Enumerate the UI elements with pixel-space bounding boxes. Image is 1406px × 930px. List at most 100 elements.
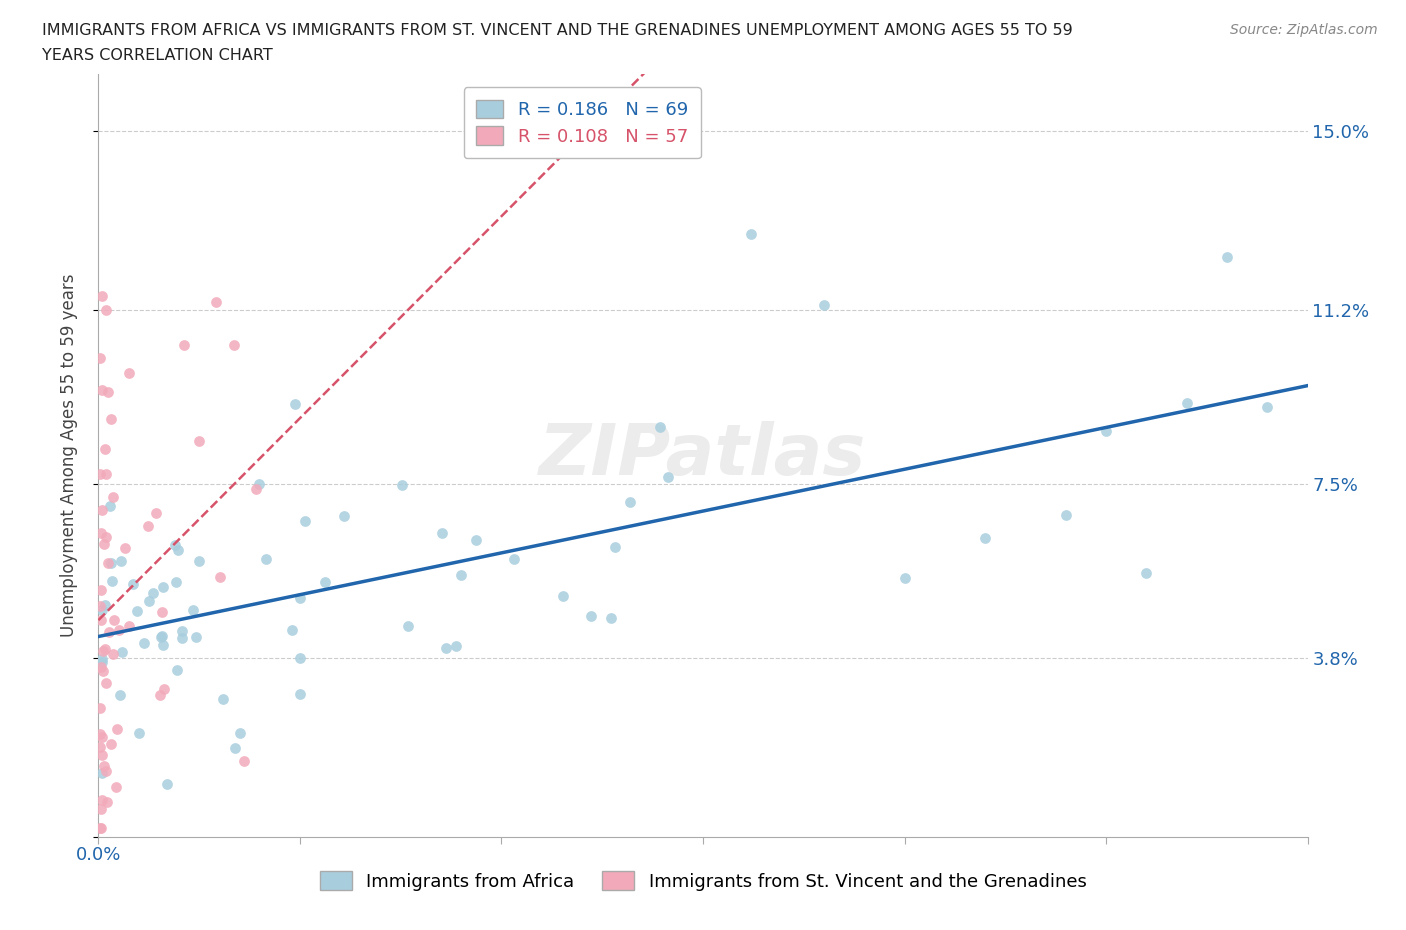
Point: [90, 525, 112, 540]
Point: [89, 820, 111, 835]
Point: [163, 538, 186, 552]
Point: [91, 644, 114, 658]
Point: [94, 597, 117, 612]
Point: [181, 603, 204, 618]
Point: [188, 434, 211, 449]
Point: [89, 598, 111, 613]
Point: [173, 338, 195, 352]
Point: [605, 539, 627, 554]
Point: [96, 302, 118, 317]
Point: [156, 777, 179, 791]
Point: [314, 575, 336, 590]
Point: [94, 467, 117, 482]
Point: [152, 629, 174, 644]
Point: [118, 618, 141, 633]
Point: [110, 554, 132, 569]
Text: 0.0%: 0.0%: [76, 846, 121, 864]
Point: [152, 638, 174, 653]
Point: [89, 467, 111, 482]
Point: [108, 622, 131, 637]
Point: [89, 726, 111, 741]
Point: [105, 722, 128, 737]
Point: [89, 351, 111, 365]
Point: [813, 298, 835, 312]
Point: [100, 412, 122, 427]
Point: [101, 646, 124, 661]
Point: [893, 570, 915, 585]
Point: [132, 636, 155, 651]
Point: [600, 610, 623, 625]
Point: [91, 729, 114, 744]
Point: [1256, 400, 1278, 415]
Point: [90, 659, 112, 674]
Point: [122, 577, 145, 591]
Point: [648, 419, 671, 434]
Point: [96, 764, 118, 778]
Point: [108, 687, 131, 702]
Point: [91, 382, 114, 397]
Point: [89, 740, 111, 755]
Point: [184, 630, 207, 644]
Point: [444, 639, 467, 654]
Point: [396, 618, 419, 633]
Point: [619, 495, 641, 510]
Point: [150, 604, 173, 619]
Point: [100, 736, 122, 751]
Point: [125, 604, 148, 618]
Point: [114, 540, 136, 555]
Point: [290, 650, 312, 665]
Point: [93, 537, 115, 551]
Point: [974, 530, 997, 545]
Point: [91, 502, 114, 517]
Point: [90, 583, 112, 598]
Point: [245, 482, 267, 497]
Point: [294, 513, 316, 528]
Point: [165, 575, 187, 590]
Legend: R = 0.186   N = 69, R = 0.108   N = 57: R = 0.186 N = 69, R = 0.108 N = 57: [464, 87, 700, 158]
Point: [149, 630, 172, 644]
Point: [465, 532, 488, 547]
Point: [187, 553, 209, 568]
Point: [1054, 508, 1077, 523]
Text: Source: ZipAtlas.com: Source: ZipAtlas.com: [1230, 23, 1378, 37]
Point: [1095, 424, 1118, 439]
Point: [281, 623, 304, 638]
Point: [138, 519, 160, 534]
Point: [503, 551, 526, 566]
Point: [229, 725, 252, 740]
Point: [91, 663, 114, 678]
Point: [391, 477, 413, 492]
Point: [118, 365, 141, 380]
Point: [98, 624, 121, 639]
Point: [90, 820, 112, 835]
Point: [98, 498, 121, 513]
Point: [90, 802, 112, 817]
Point: [434, 640, 457, 655]
Text: YEARS CORRELATION CHART: YEARS CORRELATION CHART: [42, 48, 273, 63]
Point: [247, 476, 270, 491]
Point: [333, 508, 356, 523]
Point: [551, 589, 574, 604]
Point: [430, 525, 453, 540]
Point: [91, 765, 114, 780]
Point: [170, 631, 193, 645]
Point: [153, 682, 176, 697]
Point: [211, 691, 233, 706]
Point: [101, 490, 124, 505]
Point: [1135, 565, 1157, 580]
Point: [170, 623, 193, 638]
Text: IMMIGRANTS FROM AFRICA VS IMMIGRANTS FROM ST. VINCENT AND THE GRENADINES UNEMPLO: IMMIGRANTS FROM AFRICA VS IMMIGRANTS FRO…: [42, 23, 1073, 38]
Point: [111, 644, 134, 659]
Point: [209, 569, 232, 584]
Point: [91, 288, 114, 303]
Point: [224, 741, 246, 756]
Point: [657, 470, 679, 485]
Point: [89, 700, 111, 715]
Point: [101, 574, 124, 589]
Point: [100, 556, 122, 571]
Point: [94, 642, 117, 657]
Point: [1216, 249, 1239, 264]
Point: [91, 651, 114, 666]
Legend: Immigrants from Africa, Immigrants from St. Vincent and the Grenadines: Immigrants from Africa, Immigrants from …: [312, 864, 1094, 897]
Point: [149, 688, 172, 703]
